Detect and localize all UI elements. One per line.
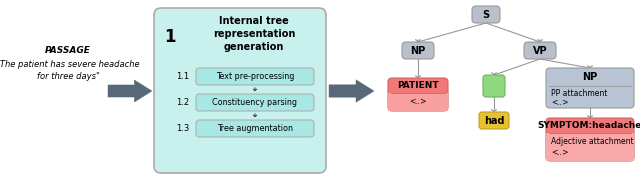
Text: had: had — [484, 116, 504, 126]
Text: 1: 1 — [164, 28, 175, 46]
Text: Adjective attachment: Adjective attachment — [551, 137, 634, 146]
FancyBboxPatch shape — [479, 112, 509, 129]
FancyBboxPatch shape — [472, 6, 500, 23]
Text: 1.3: 1.3 — [176, 124, 189, 133]
FancyBboxPatch shape — [546, 118, 634, 161]
FancyBboxPatch shape — [546, 68, 634, 108]
FancyBboxPatch shape — [483, 75, 505, 97]
Text: <..>: <..> — [551, 148, 568, 157]
Text: S: S — [483, 9, 490, 19]
Text: Text pre-processing: Text pre-processing — [216, 72, 294, 81]
Text: "The patient has severe headache
for three days": "The patient has severe headache for thr… — [0, 60, 140, 81]
Text: <..>: <..> — [409, 98, 427, 106]
FancyBboxPatch shape — [524, 42, 556, 59]
Text: PATIENT: PATIENT — [397, 81, 439, 90]
Text: NP: NP — [410, 46, 426, 56]
FancyBboxPatch shape — [196, 68, 314, 85]
Text: SYMPTOM:headache: SYMPTOM:headache — [538, 121, 640, 130]
Text: Internal tree
representation
generation: Internal tree representation generation — [213, 16, 295, 52]
Text: 1.2: 1.2 — [176, 98, 189, 107]
FancyBboxPatch shape — [154, 8, 326, 173]
FancyBboxPatch shape — [402, 42, 434, 59]
Text: NP: NP — [582, 72, 598, 82]
Text: Tree augmentation: Tree augmentation — [217, 124, 293, 133]
Polygon shape — [329, 80, 374, 102]
Polygon shape — [108, 80, 152, 102]
FancyBboxPatch shape — [546, 133, 634, 161]
FancyBboxPatch shape — [196, 120, 314, 137]
FancyBboxPatch shape — [196, 94, 314, 111]
Text: PP attachment: PP attachment — [551, 89, 607, 98]
Text: 1.1: 1.1 — [176, 72, 189, 81]
FancyBboxPatch shape — [388, 93, 448, 111]
Text: <..>: <..> — [551, 98, 568, 107]
FancyBboxPatch shape — [388, 78, 448, 111]
Text: Constituency parsing: Constituency parsing — [212, 98, 298, 107]
Text: PASSAGE: PASSAGE — [45, 46, 91, 55]
Text: VP: VP — [532, 46, 547, 56]
